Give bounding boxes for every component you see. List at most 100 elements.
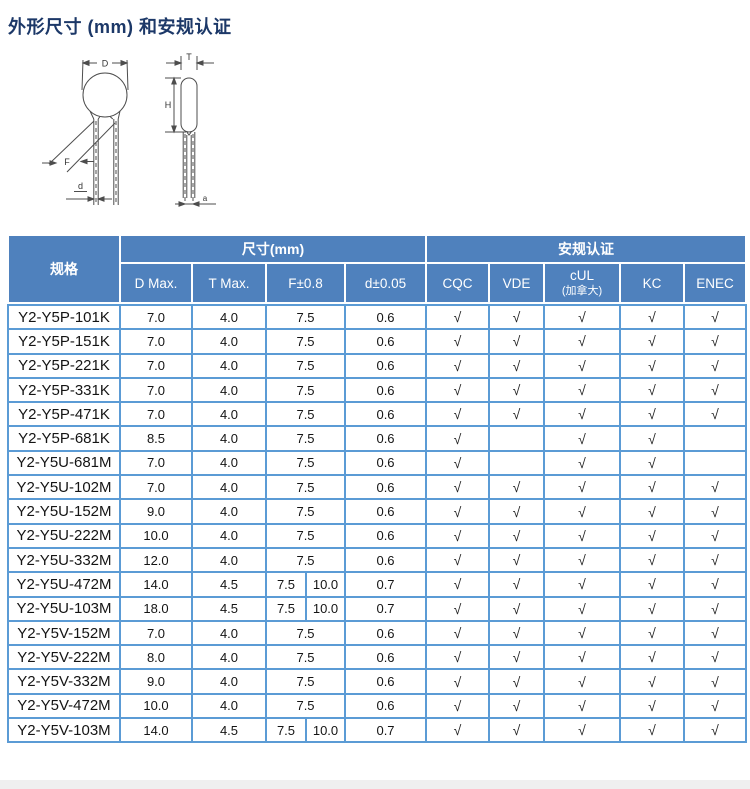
- cert-cul-cell: √: [543, 644, 622, 671]
- cert-cqc-cell: √: [425, 571, 491, 598]
- cert-enec-cell: √: [683, 644, 748, 671]
- f-cell: 7.5: [264, 352, 347, 379]
- table-row: Y2-Y5U-152M 9.0 4.0 7.5 0.6 √ √ √ √ √: [7, 498, 748, 525]
- cert-cqc-cell: √: [425, 619, 491, 647]
- dimension-diagrams: D F d T H a: [35, 47, 230, 234]
- cert-cul-cell: √: [543, 546, 622, 574]
- dim-label-t-thickness: T: [186, 52, 192, 62]
- cert-cul-cell: √: [543, 376, 622, 404]
- table-row: Y2-Y5V-152M 7.0 4.0 7.5 0.6 √ √ √ √ √: [7, 619, 748, 647]
- lead-dia-cell: 0.6: [344, 498, 428, 525]
- col-header-cul: cUL (加拿大): [543, 262, 622, 304]
- lead-dia-cell: 0.6: [344, 303, 428, 331]
- spec-cell: Y2-Y5U-102M: [7, 474, 121, 501]
- spec-cell: Y2-Y5P-151K: [7, 328, 121, 355]
- cert-vde-cell: √: [488, 644, 546, 671]
- spec-cell: Y2-Y5U-103M: [7, 595, 121, 622]
- cert-cul-cell: √: [543, 328, 622, 355]
- dimensions-group-header: 尺寸(mm): [118, 234, 428, 264]
- cert-enec-cell: √: [683, 571, 748, 598]
- lead-dia-cell: 0.6: [344, 425, 428, 452]
- cert-kc-cell: √: [619, 692, 686, 720]
- table-row: Y2-Y5P-221K 7.0 4.0 7.5 0.6 √ √ √ √ √: [7, 352, 748, 379]
- cert-enec-cell: √: [683, 401, 748, 428]
- cert-kc-cell: √: [619, 644, 686, 671]
- f-cell-a: 7.5: [265, 717, 307, 744]
- cert-cul-cell: √: [543, 595, 622, 622]
- t-max-cell: 4.5: [191, 571, 267, 598]
- t-max-cell: 4.0: [191, 401, 267, 428]
- cert-cqc-cell: √: [425, 644, 491, 671]
- cert-cqc-cell: √: [425, 376, 491, 404]
- cert-cul-cell: √: [543, 352, 622, 379]
- cert-vde-cell: √: [488, 376, 546, 404]
- spec-table-section: 规格 尺寸(mm) 安规认证 D Max. T Max. F±0.8 d±0.0…: [7, 234, 748, 744]
- f-cell: 7.5: [264, 425, 347, 452]
- cert-kc-cell: √: [619, 474, 686, 501]
- cert-enec-cell: √: [683, 546, 748, 574]
- col-header-enec: ENEC: [683, 262, 748, 304]
- t-max-cell: 4.0: [191, 522, 267, 549]
- f-cell: 7.5: [264, 328, 347, 355]
- col-header-kc: KC: [619, 262, 686, 304]
- t-max-cell: 4.0: [191, 546, 267, 574]
- d-max-cell: 7.0: [119, 376, 193, 404]
- cert-enec-cell: √: [683, 595, 748, 622]
- f-cell: 7.5: [264, 546, 347, 574]
- f-cell: 7.5: [264, 692, 347, 720]
- dim-label-d-diameter: D: [102, 59, 109, 69]
- cert-cqc-cell: √: [425, 449, 491, 477]
- table-row: Y2-Y5U-472M 14.0 4.5 7.5 10.0 0.7 √ √ √ √ √: [7, 571, 748, 598]
- spec-cell: Y2-Y5U-681M: [7, 449, 121, 477]
- col-header-f: F±0.8: [265, 262, 346, 304]
- lead-dia-cell: 0.6: [344, 692, 428, 720]
- cert-enec-cell: √: [683, 352, 748, 379]
- cert-vde-cell: √: [488, 571, 546, 598]
- cert-cqc-cell: √: [425, 546, 491, 574]
- cert-kc-cell: √: [619, 571, 686, 598]
- cert-cqc-cell: √: [425, 352, 491, 379]
- d-max-cell: 8.0: [119, 644, 193, 671]
- table-row: Y2-Y5P-151K 7.0 4.0 7.5 0.6 √ √ √ √ √: [7, 328, 748, 355]
- cert-enec-cell: √: [683, 522, 748, 549]
- f-cell: 7.5: [264, 449, 347, 477]
- cert-enec-cell: √: [683, 303, 748, 331]
- spec-cell: Y2-Y5V-103M: [7, 717, 121, 744]
- cert-vde-cell: √: [488, 401, 546, 428]
- cert-vde-cell: √: [488, 717, 546, 744]
- lead-dia-cell: 0.6: [344, 522, 428, 549]
- t-max-cell: 4.0: [191, 425, 267, 452]
- table-body: Y2-Y5P-101K 7.0 4.0 7.5 0.6 √ √ √ √ √ Y2-Y5P-151K 7…: [7, 303, 748, 744]
- cert-enec-cell: √: [683, 692, 748, 720]
- cert-cqc-cell: √: [425, 498, 491, 525]
- disc-front-view: [42, 59, 129, 205]
- t-max-cell: 4.0: [191, 644, 267, 671]
- d-max-cell: 14.0: [119, 571, 193, 598]
- cert-cul-cell: √: [543, 571, 622, 598]
- d-max-cell: 14.0: [119, 717, 193, 744]
- f-cell-b: 10.0: [304, 571, 347, 598]
- cert-cqc-cell: √: [425, 425, 491, 452]
- table-row: Y2-Y5V-472M 10.0 4.0 7.5 0.6 √ √ √ √ √: [7, 692, 748, 720]
- cert-kc-cell: √: [619, 717, 686, 744]
- t-max-cell: 4.0: [191, 619, 267, 647]
- d-max-cell: 7.0: [119, 352, 193, 379]
- table-row: Y2-Y5V-103M 14.0 4.5 7.5 10.0 0.7 √ √ √ √ √: [7, 717, 748, 744]
- d-max-cell: 9.0: [119, 668, 193, 695]
- cert-vde-cell: √: [488, 546, 546, 574]
- lead-dia-cell: 0.6: [344, 474, 428, 501]
- lead-dia-cell: 0.7: [344, 717, 428, 744]
- d-max-cell: 9.0: [119, 498, 193, 525]
- cert-cqc-cell: √: [425, 692, 491, 720]
- d-max-cell: 7.0: [119, 449, 193, 477]
- cert-kc-cell: √: [619, 668, 686, 695]
- cert-vde-cell: √: [488, 328, 546, 355]
- cert-cqc-cell: √: [425, 595, 491, 622]
- f-cell: 7.5: [264, 619, 347, 647]
- table-row: Y2-Y5U-103M 18.0 4.5 7.5 10.0 0.7 √ √ √ √ √: [7, 595, 748, 622]
- spec-cell: Y2-Y5P-101K: [7, 303, 121, 331]
- spec-cell: Y2-Y5U-222M: [7, 522, 121, 549]
- cert-cqc-cell: √: [425, 717, 491, 744]
- spec-cell: Y2-Y5V-472M: [7, 692, 121, 720]
- cert-cul-cell: √: [543, 692, 622, 720]
